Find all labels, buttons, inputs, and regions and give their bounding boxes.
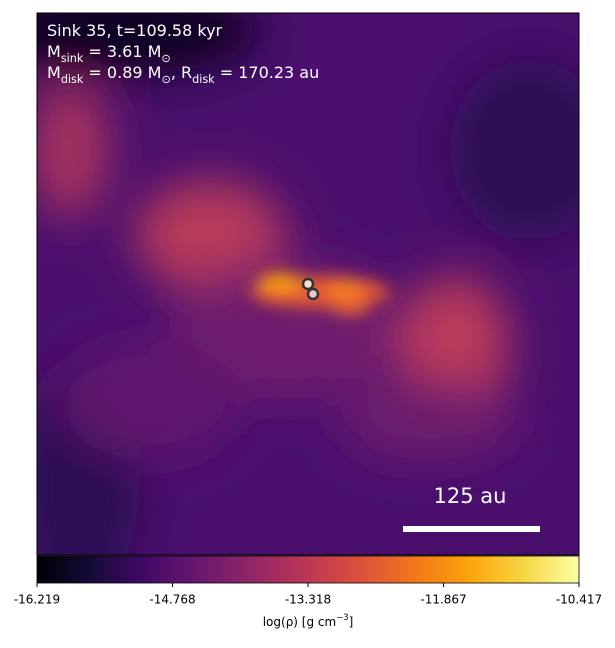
sink-particle xyxy=(301,277,315,291)
text-part: disk xyxy=(192,73,215,86)
text-part: −3 xyxy=(336,612,348,622)
text-part: disk xyxy=(61,73,84,86)
text-part: = 3.61 M xyxy=(83,42,161,61)
text-part: sink xyxy=(61,52,84,65)
colorbar-ticks: -16.219 -14.768 -13.318 -11.867 -10.417 xyxy=(14,583,602,607)
colorbar-tick-label: -14.768 xyxy=(149,593,195,607)
text-part: Sink 35, t=109.58 kyr xyxy=(47,21,223,40)
text-part: log(ρ) [g cm xyxy=(263,615,337,629)
text-part: , R xyxy=(171,63,192,82)
text-part: M xyxy=(47,42,61,61)
colorbar xyxy=(36,555,580,584)
annotation: Msink = 3.61 M⊙ xyxy=(47,42,171,65)
text-part: ] xyxy=(349,615,354,629)
text-part: ⊙ xyxy=(161,73,170,86)
text-part: ⊙ xyxy=(161,52,170,65)
text-part: = 170.23 au xyxy=(215,63,320,82)
annotation: Sink 35, t=109.58 kyr xyxy=(47,21,223,40)
density-map xyxy=(37,13,579,555)
text-part: = 0.89 M xyxy=(83,63,161,82)
colorbar-tick-label: -16.219 xyxy=(14,593,60,607)
colorbar-tick-label: -13.318 xyxy=(285,593,331,607)
colorbar-tick-label: -11.867 xyxy=(420,593,466,607)
frame xyxy=(36,12,580,556)
sink-particle xyxy=(306,287,320,301)
annotation: Mdisk = 0.89 M⊙, Rdisk = 170.23 au xyxy=(47,63,319,86)
colorbar-label: log(ρ) [g cm−3] xyxy=(263,612,354,629)
scale-bar-label: 125 au xyxy=(434,484,507,508)
colorbar-tick-label: -10.417 xyxy=(556,593,602,607)
scale-bar xyxy=(403,526,540,532)
text-part: M xyxy=(47,63,61,82)
